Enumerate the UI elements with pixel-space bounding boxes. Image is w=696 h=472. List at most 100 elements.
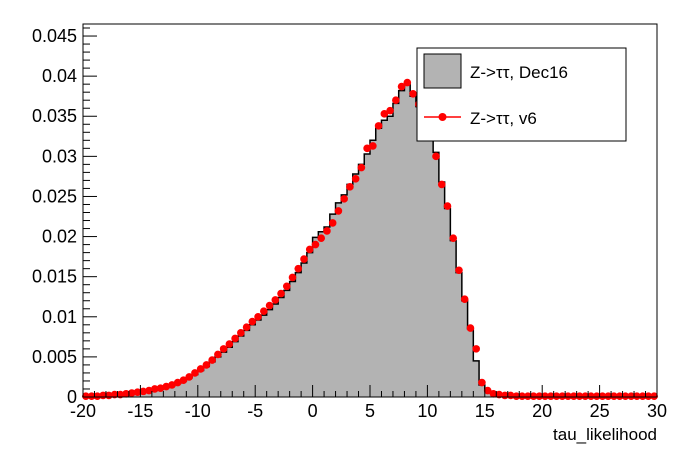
data-point xyxy=(552,392,561,400)
data-point xyxy=(191,369,199,377)
legend: Z->ττ, Dec16 Z->ττ, v6 xyxy=(416,47,627,142)
data-point xyxy=(277,289,285,298)
data-point xyxy=(638,392,647,400)
data-point xyxy=(173,378,182,387)
histogram-fill xyxy=(83,84,657,398)
x-tick-label: 15 xyxy=(475,401,495,421)
data-point xyxy=(627,392,635,400)
data-point xyxy=(260,307,268,315)
data-point xyxy=(346,183,354,191)
data-point xyxy=(248,317,257,326)
data-point xyxy=(581,392,590,400)
data-point xyxy=(87,392,96,400)
data-point xyxy=(633,392,641,400)
data-point xyxy=(369,142,377,150)
data-point xyxy=(351,175,360,183)
data-point xyxy=(466,324,475,332)
data-point xyxy=(374,122,383,130)
data-point xyxy=(604,392,613,400)
legend-label-v6: Z->ττ, v6 xyxy=(470,109,537,128)
data-point xyxy=(288,273,297,282)
data-point xyxy=(587,392,595,400)
data-point xyxy=(139,387,148,396)
y-tick-label: 0.035 xyxy=(32,106,77,126)
legend-marker-v6 xyxy=(438,113,447,121)
data-point xyxy=(610,392,618,400)
data-point xyxy=(271,296,280,304)
y-tick-label: 0.03 xyxy=(42,146,77,166)
data-point xyxy=(483,386,492,395)
data-point xyxy=(225,340,234,348)
data-point xyxy=(432,152,440,161)
data-point xyxy=(185,373,193,381)
legend-swatch-dec16 xyxy=(423,53,462,89)
data-point xyxy=(196,365,205,373)
data-point xyxy=(650,392,658,400)
x-tick-label: 5 xyxy=(365,401,375,421)
data-point xyxy=(93,392,102,400)
x-tick-label: -20 xyxy=(70,401,96,421)
data-point xyxy=(116,390,125,399)
data-point xyxy=(242,323,251,332)
data-point xyxy=(529,392,538,400)
data-point xyxy=(449,234,458,242)
data-point xyxy=(133,388,142,396)
data-point xyxy=(305,245,314,254)
data-point xyxy=(409,89,417,98)
data-point xyxy=(489,389,498,398)
data-point xyxy=(558,392,567,400)
legend-label-dec16: Z->ττ, Dec16 xyxy=(470,63,568,82)
data-point xyxy=(300,255,308,263)
x-tick-label: 10 xyxy=(417,401,437,421)
x-tick-label: 30 xyxy=(647,401,667,421)
data-point xyxy=(437,180,446,189)
data-point xyxy=(518,392,526,400)
data-point xyxy=(208,356,216,364)
data-point xyxy=(575,392,584,400)
x-tick-label: -10 xyxy=(185,401,211,421)
data-point xyxy=(254,312,262,321)
data-point xyxy=(334,207,343,215)
data-point xyxy=(541,392,549,400)
data-point xyxy=(145,386,153,395)
data-point xyxy=(564,392,572,400)
data-point xyxy=(179,376,188,384)
data-point xyxy=(598,392,607,400)
x-tick-label: -5 xyxy=(247,401,263,421)
x-axis-ticks: -20 -15 -10 -5 0 5 10 15 20 25 30 xyxy=(70,385,667,421)
data-point xyxy=(237,329,245,337)
data-point xyxy=(443,202,452,210)
data-point xyxy=(340,195,348,203)
data-point xyxy=(282,282,291,291)
data-point xyxy=(156,384,165,392)
x-tick-label: 20 xyxy=(532,401,552,421)
data-point xyxy=(524,392,532,400)
data-point xyxy=(403,78,412,87)
y-tick-label: 0.01 xyxy=(42,307,77,327)
y-tick-label: 0.025 xyxy=(32,186,77,206)
data-point xyxy=(569,392,578,400)
data-point xyxy=(110,390,119,399)
data-point xyxy=(455,266,463,275)
y-tick-label: 0.015 xyxy=(32,267,77,287)
data-point xyxy=(317,234,326,242)
data-point xyxy=(472,345,480,353)
data-point xyxy=(311,240,320,249)
data-point xyxy=(512,392,521,400)
y-axis-ticks: 0 0.005 0.01 0.015 0.02 0.025 0.03 0.035 0.04 0.0… xyxy=(32,26,97,407)
data-point xyxy=(328,219,337,227)
data-point xyxy=(392,96,400,105)
data-point xyxy=(615,392,624,400)
data-point xyxy=(386,106,394,115)
data-point xyxy=(168,381,176,389)
data-point xyxy=(202,361,211,369)
data-point xyxy=(547,392,555,400)
data-point xyxy=(357,163,366,172)
y-tick-label: 0.04 xyxy=(42,66,77,86)
data-point xyxy=(592,392,601,400)
data-point xyxy=(535,392,544,400)
data-point xyxy=(460,295,469,303)
data-point xyxy=(644,392,653,400)
data-point xyxy=(219,345,228,353)
